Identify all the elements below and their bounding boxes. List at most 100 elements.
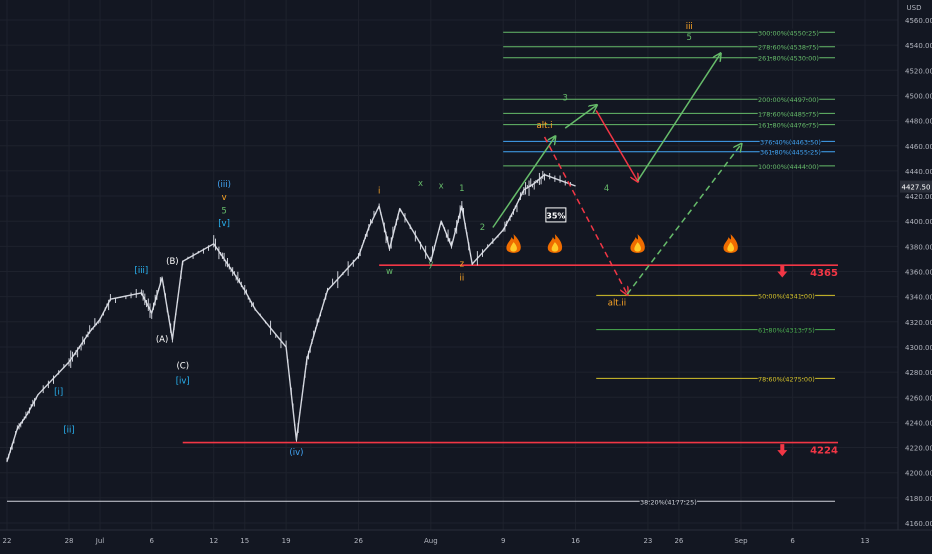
price-tick-label: 4400.00 xyxy=(905,218,932,226)
wave-label: v xyxy=(222,193,227,203)
price-line xyxy=(6,174,576,462)
time-tick-label: Jul xyxy=(95,537,105,545)
wave-label: 3 xyxy=(563,93,568,103)
down-arrow-icon xyxy=(777,444,788,457)
time-tick-label: 15 xyxy=(240,537,249,545)
fib-level-label: 78.60%(4275.00) xyxy=(758,375,815,383)
wave-label: (iii) xyxy=(217,180,231,190)
time-tick-label: 6 xyxy=(790,537,795,545)
wave-label: iii xyxy=(686,22,693,32)
price-tick-label: 4480.00 xyxy=(905,118,932,126)
fire-icon-inner xyxy=(510,242,517,252)
time-tick-label: 26 xyxy=(354,537,363,545)
probability-badge xyxy=(545,207,567,223)
fib-level-label: 61.80%(4313.75) xyxy=(758,327,815,335)
price-series xyxy=(6,170,576,463)
price-tick-label: 4260.00 xyxy=(905,394,932,402)
fire-icon-inner xyxy=(727,242,734,252)
wave-label: w xyxy=(386,267,393,277)
wave-label: 1 xyxy=(459,184,464,194)
time-tick-label: 9 xyxy=(501,537,505,545)
fire-icon-inner xyxy=(551,242,559,252)
fib-level-label: 361.80%(4455.25) xyxy=(760,149,821,157)
fib-level-label: 100.00%(4444.00) xyxy=(758,163,819,171)
price-tick-label: 4220.00 xyxy=(905,445,932,453)
wave-label: (iv) xyxy=(289,448,303,458)
price-tick-label: 4280.00 xyxy=(905,369,932,377)
projection-arrow xyxy=(636,54,721,182)
price-tick-label: 4300.00 xyxy=(905,344,932,352)
price-tick-label: 4320.00 xyxy=(905,319,932,327)
price-tick-label: 4420.00 xyxy=(905,193,932,201)
price-tick-label: 4340.00 xyxy=(905,294,932,302)
price-tick-label: 4560.00 xyxy=(905,17,932,25)
grid xyxy=(0,0,898,530)
time-axis: 22 28 Jul 6 12 15 19 26 Aug 9 16 23 26 Sep 6 13 xyxy=(0,529,932,545)
fire-icon-inner xyxy=(634,242,641,252)
price-tick-label: 4360.00 xyxy=(905,269,932,277)
fib-level-label: 161.80%(4476.75) xyxy=(758,122,819,130)
wave-label: alt.ii xyxy=(608,298,626,308)
wave-label: [v] xyxy=(218,219,230,229)
projection-arrows xyxy=(492,54,788,457)
price-axis: 4160.00 4180.00 4200.00 4220.00 4240.00 4260.… xyxy=(897,0,932,530)
wave-label: (B) xyxy=(166,257,178,267)
time-tick-label: 26 xyxy=(674,537,683,545)
time-tick-label: 28 xyxy=(65,537,74,545)
wave-label: (C) xyxy=(176,361,189,371)
time-tick-label: 6 xyxy=(149,537,154,545)
support-label: 4365 xyxy=(810,268,838,279)
wave-label: [iii] xyxy=(135,266,149,276)
projection-arrow xyxy=(492,137,555,228)
wave-label: [ii] xyxy=(63,425,74,435)
price-tick-label: 4500.00 xyxy=(905,92,932,100)
fib-level-label: 38.20%(4177.25) xyxy=(640,498,697,506)
last-price-tag xyxy=(900,180,932,193)
price-tick-label: 4440.00 xyxy=(905,168,932,176)
wave-label: 2 xyxy=(480,223,485,233)
time-tick-label: Sep xyxy=(734,537,748,545)
projection-arrow xyxy=(626,144,741,295)
wave-label: x xyxy=(439,182,444,192)
time-tick-label: 22 xyxy=(3,537,12,545)
fib-level-label: 278.60%(4538.75) xyxy=(758,44,819,52)
probability-badge-text: 35% xyxy=(546,211,565,220)
wave-label: (A) xyxy=(156,335,168,345)
last-price-text: 4427.50 xyxy=(902,184,931,192)
fib-level-label: 300.00%(4550.25) xyxy=(758,29,819,37)
projection-arrow xyxy=(564,106,596,129)
down-arrow-icon xyxy=(777,265,788,278)
currency-label: USD xyxy=(907,4,922,12)
fire-icon xyxy=(506,234,521,253)
price-tick-label: 4200.00 xyxy=(905,470,932,478)
fib-level-label: 376.40%(4463.50) xyxy=(760,138,821,146)
fire-icon xyxy=(630,234,645,253)
time-tick-label: Aug xyxy=(424,537,438,545)
price-tick-label: 4180.00 xyxy=(905,495,932,503)
time-tick-label: 12 xyxy=(209,537,218,545)
projection-arrow xyxy=(595,110,637,181)
time-tick-label: 19 xyxy=(282,537,291,545)
price-tick-label: 4460.00 xyxy=(905,143,932,151)
time-tick-label: 13 xyxy=(861,537,870,545)
support-label: 4224 xyxy=(810,446,838,457)
price-tick-label: 4380.00 xyxy=(905,243,932,251)
wave-labels: 35% [i] [ii] [iii] (B) (A) (C) [iv] (iii) v 5 [v] (i… xyxy=(54,22,693,458)
time-tick-label: 16 xyxy=(571,537,580,545)
wave-label: z xyxy=(460,259,465,269)
wave-label: 5 xyxy=(687,33,692,43)
price-tick-label: 4520.00 xyxy=(905,67,932,75)
price-tick-label: 4540.00 xyxy=(905,42,932,50)
wave-label: alt.i xyxy=(537,121,553,131)
wave-label: ii xyxy=(459,273,464,283)
wave-label: i xyxy=(378,187,380,197)
price-tick-label: 4160.00 xyxy=(905,520,932,528)
fib-level-label: 178.60%(4485.75) xyxy=(758,110,819,118)
wave-label: [iv] xyxy=(176,376,190,386)
fire-icon xyxy=(723,234,738,253)
level-lines: 300.00%(4550.25) 278.60%(4538.75) 2 61.80%(… xyxy=(7,28,838,507)
time-tick-label: 23 xyxy=(643,537,652,545)
wave-label: y xyxy=(428,259,433,269)
